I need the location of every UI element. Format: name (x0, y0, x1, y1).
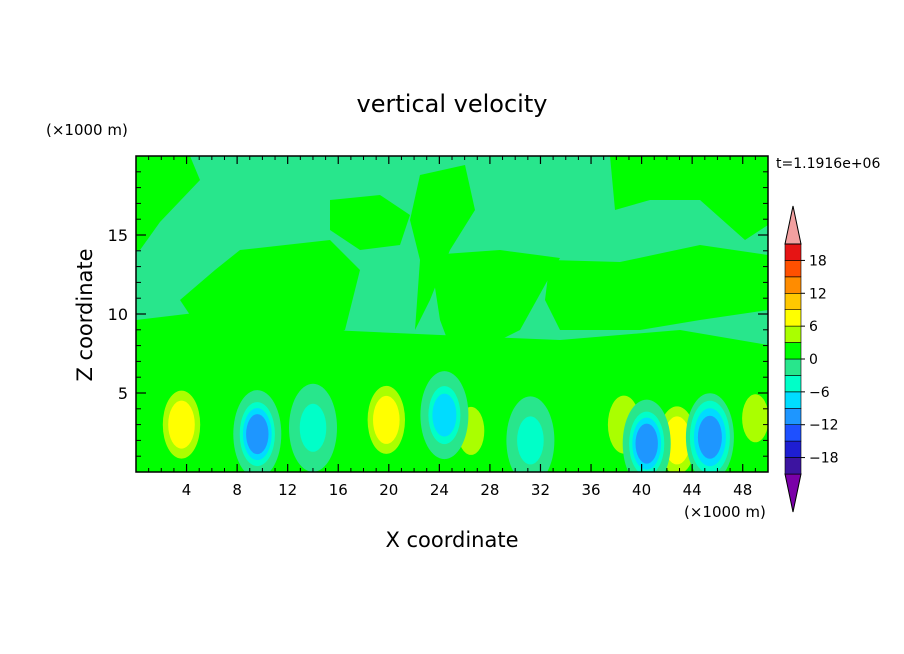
x-tick-label: 12 (278, 481, 297, 499)
colorbar-bin (784, 260, 802, 278)
contour-region (136, 156, 200, 250)
contour-region (430, 250, 560, 360)
contour-cell (168, 400, 195, 449)
x-tick-label: 28 (480, 481, 499, 499)
x-unit-label: (×1000 m) (684, 503, 766, 521)
y-axis: 5 10 15 (108, 171, 768, 457)
chart-title: vertical velocity (357, 90, 548, 118)
x-tick-label: 16 (329, 481, 348, 499)
contour-region (330, 195, 410, 250)
colorbar-tick-label: 0 (809, 352, 818, 368)
colorbar-bin (784, 309, 802, 327)
contour-cell (663, 416, 691, 465)
colorbar-bin (784, 391, 802, 409)
colorbar: −18 −12 −6 0 6 12 18 (784, 205, 839, 513)
colorbar-bin (784, 325, 802, 343)
contour-region (610, 156, 768, 240)
x-tick-label: 44 (683, 481, 702, 499)
contour-cell (299, 403, 327, 452)
colorbar-bin (784, 342, 802, 360)
contour-fields (136, 156, 768, 472)
x-tick-label: 40 (632, 481, 651, 499)
time-label: t=1.1916e+06 (776, 156, 880, 172)
contour-cell (697, 415, 722, 459)
x-tick-label: 36 (581, 481, 600, 499)
plot-area (135, 155, 769, 473)
x-tick-label: 20 (379, 481, 398, 499)
contour-cell (635, 423, 658, 464)
colorbar-bin (784, 375, 802, 393)
colorbar-extend-high (784, 205, 802, 245)
x-tick-label: 32 (531, 481, 550, 499)
colorbar-tick-label: 18 (809, 253, 827, 269)
x-axis-title: X coordinate (385, 528, 518, 552)
colorbar-tick-label: 6 (809, 319, 818, 335)
x-axis: 4 8 12 16 20 24 28 32 36 40 44 48 (148, 156, 756, 499)
contour-cell (246, 414, 269, 455)
colorbar-bin (784, 358, 802, 376)
y-unit-label: (×1000 m) (46, 121, 128, 139)
colorbar-bin (784, 424, 802, 442)
x-tick-label: 24 (430, 481, 449, 499)
contour-cell (517, 416, 544, 465)
contour-cell (373, 395, 400, 444)
colorbar-tick-label: −6 (809, 385, 830, 401)
colorbar-tick-label: −12 (809, 418, 839, 434)
contour-cell (742, 394, 768, 443)
x-tick-label: 8 (232, 481, 242, 499)
colorbar-tick-label: −18 (809, 451, 839, 467)
colorbar-bin (784, 276, 802, 294)
y-axis-title: Z coordinate (73, 248, 97, 381)
colorbar-tick-label: 12 (809, 286, 827, 302)
contour-region (410, 165, 475, 330)
x-tick-label: 48 (733, 481, 752, 499)
colorbar-bin (784, 457, 802, 475)
y-tick-label: 10 (108, 305, 128, 324)
colorbar-bin (784, 407, 802, 425)
y-tick-label: 15 (108, 226, 128, 245)
colorbar-bin (784, 440, 802, 458)
contour-cell (432, 393, 457, 437)
contour-region (545, 245, 768, 330)
colorbar-bin (784, 292, 802, 310)
colorbar-bin (784, 243, 802, 261)
x-tick-label: 4 (182, 481, 192, 499)
colorbar-extend-low (784, 473, 802, 513)
y-tick-label: 5 (118, 384, 128, 403)
